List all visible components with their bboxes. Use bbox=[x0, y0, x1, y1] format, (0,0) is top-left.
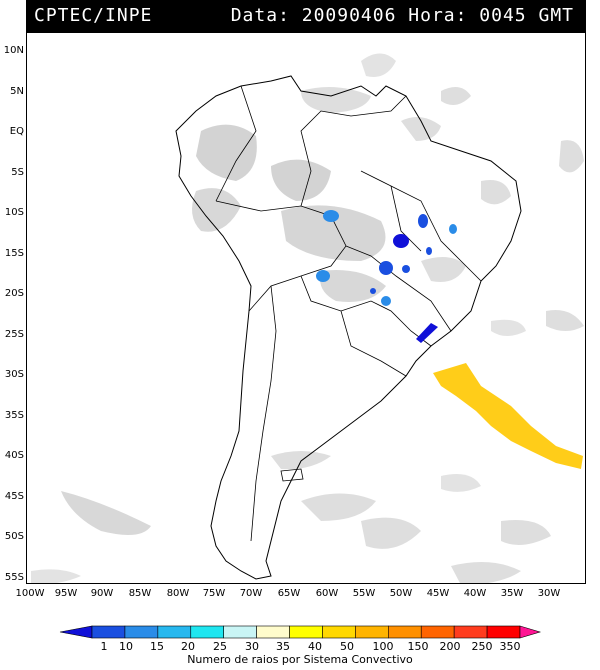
country-borders bbox=[215, 85, 482, 542]
colorbar-segment bbox=[453, 625, 488, 639]
lon-label: 65W bbox=[277, 588, 301, 599]
lat-label: 5S bbox=[11, 167, 24, 178]
lon-label: 75W bbox=[202, 588, 226, 599]
map-frame bbox=[26, 32, 586, 584]
lat-label: 5N bbox=[10, 86, 24, 97]
lon-label: 85W bbox=[128, 588, 152, 599]
colorbar-segment bbox=[355, 625, 389, 639]
colorbar-segment bbox=[124, 625, 159, 639]
colorbar-segment bbox=[420, 625, 455, 639]
colorbar-segment bbox=[223, 625, 257, 639]
title-bar: CPTEC/INPE Data: 20090406 Hora: 0045 GMT bbox=[26, 0, 586, 32]
lon-label: 90W bbox=[90, 588, 114, 599]
lon-label: 60W bbox=[315, 588, 339, 599]
colorbar-tick-label: 25 bbox=[213, 640, 227, 653]
colorbar-segment bbox=[486, 625, 521, 639]
south-america-map bbox=[31, 53, 584, 583]
lon-label: 70W bbox=[239, 588, 263, 599]
colorbar-tick-label: 40 bbox=[308, 640, 322, 653]
colorbar-segment bbox=[388, 625, 422, 639]
continent-outline bbox=[175, 75, 522, 580]
colorbar-caption: Numero de raios por Sistema Convectivo bbox=[187, 653, 413, 666]
colorbar-tick-label: 35 bbox=[276, 640, 290, 653]
datetime-label: Data: 20090406 Hora: 0045 GMT bbox=[230, 5, 574, 26]
colorbar-tick-label: 20 bbox=[181, 640, 195, 653]
colorbar-low-arrow bbox=[59, 625, 93, 639]
frontal-system bbox=[433, 363, 583, 469]
lat-label: 45S bbox=[4, 491, 24, 502]
colorbar-tick-label: 15 bbox=[150, 640, 164, 653]
lon-label: 55W bbox=[352, 588, 376, 599]
lon-label: 80W bbox=[166, 588, 190, 599]
lon-label: 100W bbox=[15, 588, 45, 599]
colorbar-high-arrow bbox=[519, 625, 542, 639]
lat-label: 35S bbox=[4, 410, 24, 421]
lat-label: 20S bbox=[4, 288, 24, 299]
colorbar-tick-label: 150 bbox=[407, 640, 429, 653]
lon-label: 30W bbox=[537, 588, 561, 599]
colorbar-tick-label: 50 bbox=[340, 640, 354, 653]
colorbar-tick-label: 350 bbox=[499, 640, 521, 653]
colorbar-segment bbox=[157, 625, 192, 639]
convective-cells bbox=[316, 210, 457, 343]
colorbar-segment bbox=[322, 625, 356, 639]
lon-label: 50W bbox=[389, 588, 413, 599]
colorbar-segment bbox=[190, 625, 224, 639]
lat-label: 50S bbox=[4, 531, 24, 542]
lat-label: 55S bbox=[4, 572, 24, 583]
lat-label: 40S bbox=[4, 450, 24, 461]
colorbar-tick-label: 30 bbox=[245, 640, 259, 653]
lat-label: 30S bbox=[4, 369, 24, 380]
colorbar-segment bbox=[289, 625, 323, 639]
colorbar-tick-label: 1 bbox=[100, 640, 108, 653]
lat-label: 10S bbox=[4, 207, 24, 218]
lat-label: EQ bbox=[9, 126, 24, 137]
lon-label: 95W bbox=[54, 588, 78, 599]
colorbar-tick-label: 200 bbox=[439, 640, 461, 653]
lat-label: 10N bbox=[3, 45, 24, 56]
lon-label: 35W bbox=[500, 588, 524, 599]
colorbar-segment bbox=[91, 625, 126, 639]
lat-label: 25S bbox=[4, 329, 24, 340]
colorbar-tick-label: 250 bbox=[471, 640, 493, 653]
lon-label: 45W bbox=[426, 588, 450, 599]
lon-label: 40W bbox=[463, 588, 487, 599]
source-label: CPTEC/INPE bbox=[34, 5, 153, 26]
colorbar-tick-label: 10 bbox=[119, 640, 133, 653]
colorbar-segment bbox=[256, 625, 290, 639]
lat-label: 15S bbox=[4, 248, 24, 259]
falklands-outline bbox=[280, 468, 304, 482]
colorbar-tick-label: 100 bbox=[372, 640, 394, 653]
cloud-cover bbox=[31, 53, 584, 583]
